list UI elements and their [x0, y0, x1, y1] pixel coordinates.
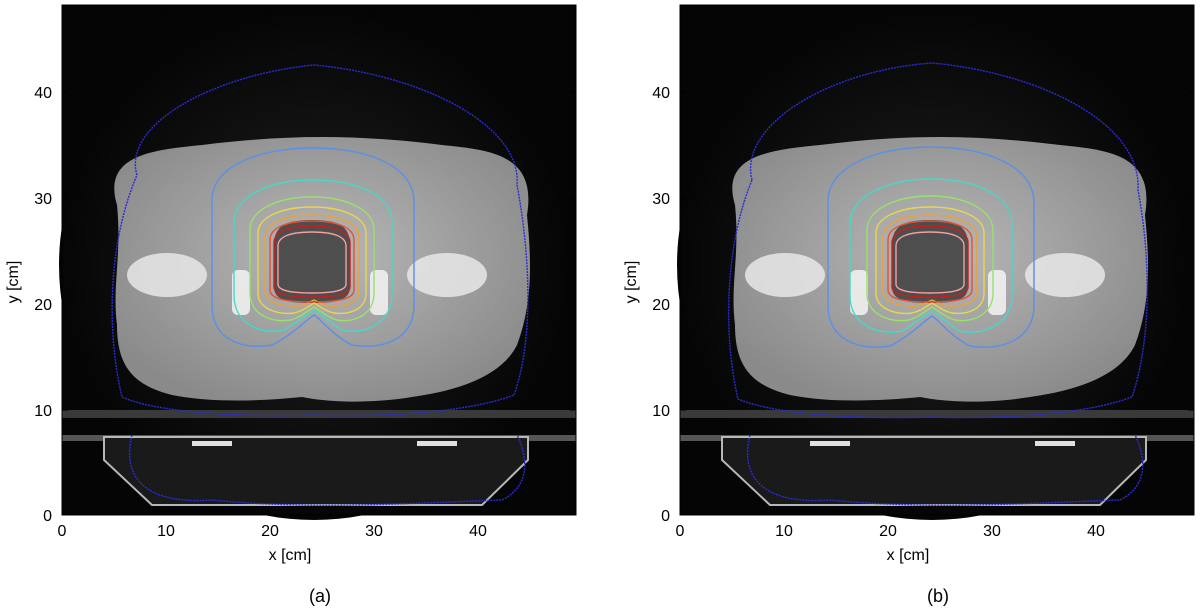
isodose-line — [249, 196, 375, 322]
target-volume — [892, 220, 968, 303]
panel-caption: (b) — [927, 586, 949, 606]
y-tick-label: 10 — [34, 403, 52, 420]
isodose-line — [128, 434, 526, 506]
panel-caption: (a) — [309, 586, 331, 606]
y-tick-label: 30 — [34, 191, 52, 208]
x-tick-label: 40 — [1087, 523, 1105, 540]
isodose-line — [728, 62, 1148, 419]
y-tick-label: 0 — [661, 508, 670, 525]
couch-top — [680, 410, 1194, 418]
y-tick-label: 20 — [34, 297, 52, 314]
panel-a-axes: 0 10 20 30 40 0 10 20 30 40 x [cm] y [cm… — [5, 5, 576, 606]
isodose-line — [891, 225, 969, 298]
x-axis-label: x [cm] — [269, 547, 312, 564]
x-tick-label: 30 — [365, 523, 383, 540]
x-tick-label: 10 — [775, 523, 793, 540]
y-axis-label: y [cm] — [623, 261, 640, 304]
panel-a — [59, 4, 577, 520]
x-tick-label: 10 — [157, 523, 175, 540]
x-tick-label: 0 — [58, 523, 67, 540]
isodose-line — [887, 220, 973, 303]
isodose-line — [264, 214, 360, 307]
couch-marker — [192, 441, 232, 446]
isodose-line — [895, 231, 965, 294]
femoral-head-right — [407, 253, 487, 297]
bone-left — [232, 270, 250, 315]
femoral-head-left — [745, 253, 825, 297]
isodose-line — [233, 179, 393, 332]
y-axis-label: y [cm] — [5, 261, 22, 304]
isodose-lines — [111, 64, 529, 506]
bone-right — [370, 270, 388, 315]
y-tick-label: 40 — [652, 85, 670, 102]
couch-marker — [810, 441, 850, 446]
couch-top — [62, 410, 576, 418]
target-volume — [274, 220, 350, 303]
isodose-line — [273, 225, 351, 298]
x-tick-label: 20 — [879, 523, 897, 540]
panel-b-axes: 0 10 20 30 40 0 10 20 30 40 x [cm] y [cm… — [623, 5, 1194, 606]
isodose-line — [269, 220, 355, 303]
y-tick-label: 10 — [652, 403, 670, 420]
isodose-lines — [728, 62, 1148, 506]
isodose-line — [111, 64, 529, 417]
x-tick-label: 40 — [469, 523, 487, 540]
x-axis-label: x [cm] — [887, 547, 930, 564]
isodose-line — [277, 231, 347, 294]
isodose-line — [827, 146, 1035, 348]
bone-left — [850, 270, 868, 315]
isodose-line — [257, 206, 367, 315]
isodose-line — [211, 147, 415, 347]
bone-right — [988, 270, 1006, 315]
y-tick-label: 40 — [34, 85, 52, 102]
isodose-line — [882, 214, 978, 307]
isodose-line — [746, 434, 1144, 506]
panel-b — [677, 4, 1195, 520]
couch-tray — [103, 436, 529, 506]
axes-frame — [679, 4, 1195, 516]
couch-tray — [721, 436, 1147, 506]
x-tick-label: 30 — [983, 523, 1001, 540]
x-tick-label: 20 — [261, 523, 279, 540]
couch-marker — [1035, 441, 1075, 446]
femoral-head-left — [127, 253, 207, 297]
x-tick-label: 0 — [676, 523, 685, 540]
isodose-line — [849, 178, 1013, 333]
couch-marker — [417, 441, 457, 446]
isodose-line — [875, 206, 985, 315]
axes-frame — [61, 4, 577, 516]
isodose-line — [866, 195, 994, 322]
femoral-head-right — [1025, 253, 1105, 297]
y-tick-label: 20 — [652, 297, 670, 314]
y-tick-label: 30 — [652, 191, 670, 208]
y-tick-label: 0 — [43, 508, 52, 525]
